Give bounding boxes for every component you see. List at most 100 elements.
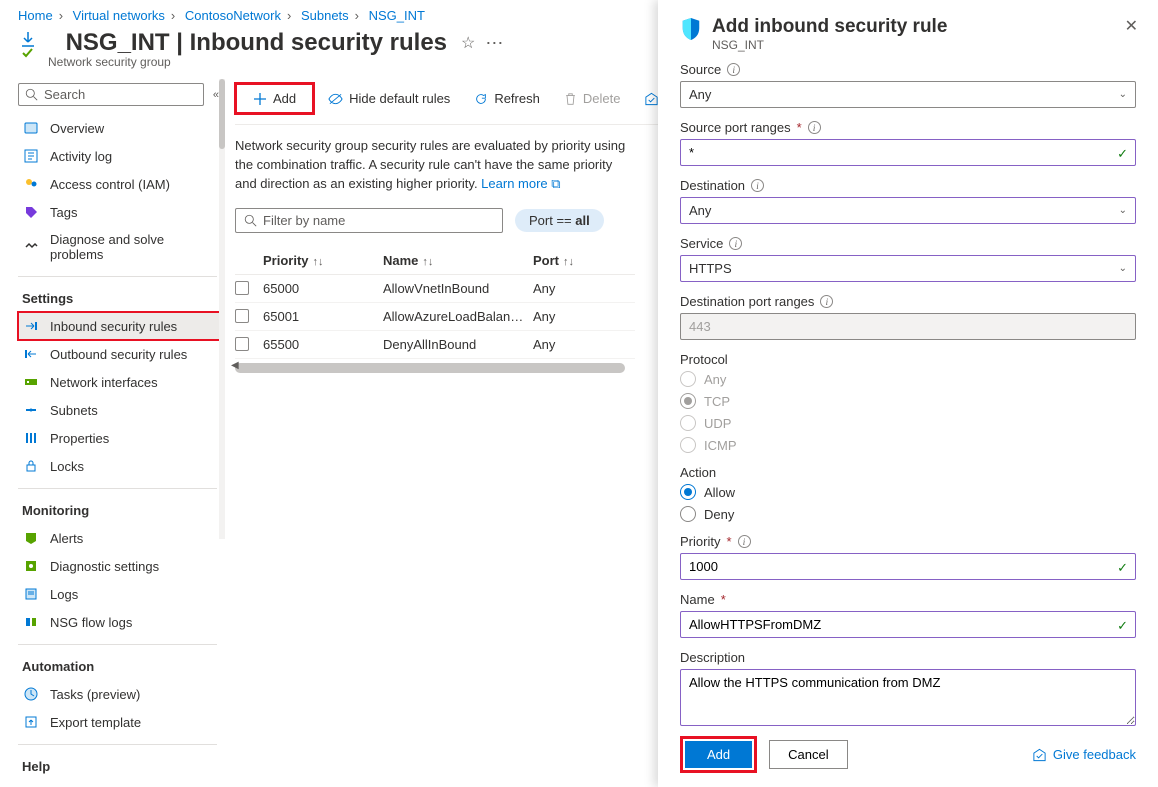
section-help: Help [18,745,225,780]
action-allow[interactable]: Allow [680,484,1136,500]
hide-icon [328,92,343,106]
add-rule-button[interactable]: Add [685,741,752,768]
sidebar-item-props[interactable]: Properties [18,424,225,452]
priority-input[interactable] [680,553,1136,580]
label-priority: Priority [680,534,720,549]
section-settings: Settings [18,277,225,312]
cell-port: Any [533,337,613,352]
sidebar-item-diagnose[interactable]: Diagnose and solve problems [18,226,225,268]
breadcrumb-subnets[interactable]: Subnets [301,8,349,23]
more-menu-icon[interactable]: ⋯ [485,33,504,54]
download-icon[interactable] [18,30,56,56]
table-row[interactable]: 65500DenyAllInBoundAny [235,331,635,359]
protocol-any: Any [680,371,1136,387]
info-icon[interactable]: i [727,63,740,76]
sidebar-item-logs[interactable]: Logs [18,580,225,608]
protocol-udp: UDP [680,415,1136,431]
export-icon [22,714,40,730]
sidebar-item-nics[interactable]: Network interfaces [18,368,225,396]
favorite-icon[interactable]: ☆ [461,33,475,53]
action-deny[interactable]: Deny [680,506,1136,522]
breadcrumb-vnets[interactable]: Virtual networks [73,8,165,23]
section-automation: Automation [18,645,225,680]
info-icon[interactable]: i [808,121,821,134]
nav-label: Diagnose and solve problems [50,232,221,262]
th-priority[interactable]: Priority↑↓ [263,253,383,268]
sidebar-item-alerts[interactable]: Alerts [18,524,225,552]
cell-name: DenyAllInBound [383,337,533,352]
panel-subtitle: NSG_INT [712,38,947,52]
table-row[interactable]: 65001AllowAzureLoadBalan…Any [235,303,635,331]
sidebar-item-diag[interactable]: Diagnostic settings [18,552,225,580]
filter-by-name-input[interactable]: Filter by name [235,208,503,233]
nav-label: Activity log [50,149,112,164]
external-link-icon: ⧉ [551,176,560,191]
table-row[interactable]: 65000AllowVnetInBoundAny [235,275,635,303]
label-dest-port: Destination port ranges [680,294,814,309]
description-input[interactable] [680,669,1136,726]
protocol-icmp: ICMP [680,437,1136,453]
delete-icon [564,92,577,106]
horizontal-scrollbar[interactable] [235,363,625,373]
info-icon[interactable]: i [751,179,764,192]
info-icon[interactable]: i [729,237,742,250]
row-checkbox[interactable] [235,337,249,351]
refresh-button[interactable]: Refresh [464,87,550,110]
sidebar-item-tasks[interactable]: Tasks (preview) [18,680,225,708]
sidebar-item-tags[interactable]: Tags [18,198,225,226]
th-name[interactable]: Name↑↓ [383,253,533,268]
nav-label: Outbound security rules [50,347,187,362]
sidebar-item-overview[interactable]: Overview [18,114,225,142]
learn-more-link[interactable]: Learn more [481,176,547,191]
hide-default-button[interactable]: Hide default rules [318,87,460,110]
row-checkbox[interactable] [235,309,249,323]
sidebar-item-flow[interactable]: NSG flow logs [18,608,225,636]
tags-icon [22,204,40,220]
service-select[interactable]: HTTPS⌄ [680,255,1136,282]
overview-icon [22,120,40,136]
tasks-icon [22,686,40,702]
sidebar-item-export[interactable]: Export template [18,708,225,736]
name-input[interactable] [680,611,1136,638]
destination-select[interactable]: Any⌄ [680,197,1136,224]
search-placeholder: Search [44,87,85,102]
diag-icon [22,558,40,574]
source-select[interactable]: Any⌄ [680,81,1136,108]
source-port-input[interactable] [680,139,1136,166]
filter-pill-port[interactable]: Port == all [515,209,604,232]
nav-label: Export template [50,715,141,730]
nav-label: Tags [50,205,77,220]
cancel-button[interactable]: Cancel [769,740,847,769]
label-source-port: Source port ranges [680,120,791,135]
sidebar-item-effective[interactable]: Effective security rules [18,780,225,784]
th-port[interactable]: Port↑↓ [533,253,613,268]
cell-priority: 65500 [263,337,383,352]
sidebar-item-outbound[interactable]: Outbound security rules [18,340,225,368]
give-feedback-link[interactable]: Give feedback [1032,747,1136,762]
activity-icon [22,148,40,164]
feedback-icon [1032,748,1047,762]
breadcrumb-contoso[interactable]: ContosoNetwork [185,8,281,23]
page-title: NSG_INT | Inbound security rules [66,29,447,57]
row-checkbox[interactable] [235,281,249,295]
add-rule-panel: Add inbound security rule NSG_INT ✕ Sour… [658,0,1158,787]
dest-port-input [680,313,1136,340]
nav-label: Diagnostic settings [50,559,159,574]
cell-name: AllowVnetInBound [383,281,533,296]
sidebar-item-inbound[interactable]: Inbound security rules [18,312,225,340]
info-icon[interactable]: i [738,535,751,548]
info-icon[interactable]: i [820,295,833,308]
diagnose-icon [22,239,40,255]
sidebar-item-locks[interactable]: Locks [18,452,225,480]
sidebar-item-activity[interactable]: Activity log [18,142,225,170]
add-button[interactable]: Add [243,87,306,110]
sidebar-item-subnets[interactable]: Subnets [18,396,225,424]
label-service: Service [680,236,723,251]
breadcrumb-home[interactable]: Home [18,8,53,23]
sidebar-scrollthumb[interactable] [219,79,225,149]
nav-label: Locks [50,459,84,474]
close-icon[interactable]: ✕ [1125,16,1138,36]
sidebar-search[interactable]: Search [18,83,204,106]
breadcrumb-nsg[interactable]: NSG_INT [369,8,425,23]
sidebar-item-iam[interactable]: Access control (IAM) [18,170,225,198]
